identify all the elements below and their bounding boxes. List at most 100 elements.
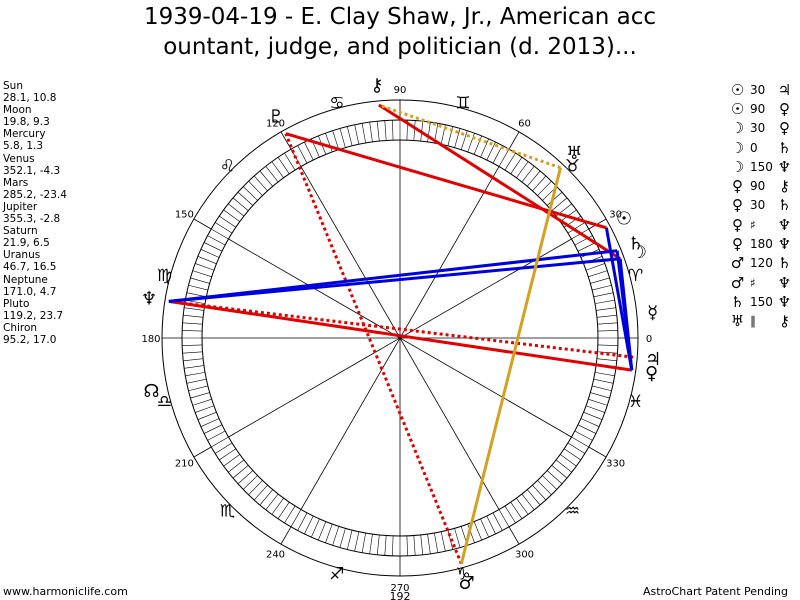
degree-tick: [473, 521, 482, 541]
degree-tick: [585, 405, 605, 413]
degree-tick: [597, 330, 618, 332]
degree-tick: [214, 442, 233, 454]
degree-label-150: 150: [175, 210, 194, 221]
aspect-line-4: [284, 133, 463, 565]
degree-tick: [339, 128, 346, 148]
aspect-planet-1: ♀: [732, 196, 743, 215]
planet-glyph-node: ☊: [144, 381, 160, 402]
degree-tick: [369, 122, 373, 142]
degree-tick: [594, 299, 615, 304]
degree-tick: [297, 512, 308, 531]
degree-tick: [384, 535, 387, 556]
degree-tick: [223, 454, 240, 467]
degree-tick: [596, 314, 617, 318]
degree-tick: [182, 344, 203, 346]
degree-tick: [195, 405, 215, 413]
aspect-row: ☉ 30 ♃: [729, 80, 793, 99]
degree-tick: [182, 351, 203, 354]
degree-tick: [332, 526, 340, 546]
aspect-planet-1: ☽: [730, 119, 745, 138]
degree-tick: [420, 534, 424, 555]
sign-divider: [193, 218, 212, 230]
degree-tick: [571, 228, 589, 240]
sign-glyph-6: ♎: [157, 392, 172, 412]
degree-tick: [200, 418, 220, 427]
degree-label-30: 30: [609, 210, 622, 221]
degree-tick: [555, 203, 572, 217]
planet-glyph-uranus: ♅: [566, 143, 582, 164]
planet-glyph-jupiter: ♃: [645, 349, 661, 370]
degree-label-180: 180: [141, 334, 160, 345]
degree-tick: [259, 489, 273, 506]
aspect-planet-2: ♆: [777, 292, 792, 311]
degree-tick: [192, 398, 212, 406]
degree-tick: [297, 145, 308, 164]
aspect-line-11: [378, 103, 561, 170]
aspect-row: ♅ ∥ ⚷: [729, 312, 793, 331]
aspect-line-8: [168, 249, 618, 303]
degree-tick: [585, 263, 605, 271]
degree-tick: [546, 191, 563, 206]
planet-mercury-coords: 5.8, 1.3: [3, 140, 44, 153]
degree-tick: [211, 436, 229, 448]
aspect-planet-1: ☽: [730, 157, 745, 176]
degree-tick: [498, 149, 510, 167]
house-spoke: [228, 238, 572, 438]
degree-tick: [413, 535, 416, 556]
degree-tick: [318, 521, 327, 541]
sign-divider: [588, 446, 607, 458]
degree-label-240: 240: [266, 550, 285, 561]
degree-tick: [354, 124, 360, 145]
aspect-planet-2: ♀: [779, 119, 790, 138]
degree-tick: [354, 531, 360, 552]
sign-glyph-5: ♍: [157, 266, 172, 286]
aspect-angle: 150: [750, 294, 773, 309]
degree-tick: [203, 242, 223, 252]
degree-tick: [304, 141, 314, 161]
aspect-angle: 0: [750, 140, 758, 155]
sign-glyph-0: ♈: [628, 266, 643, 286]
degree-tick: [563, 215, 581, 228]
degree-tick: [253, 484, 268, 501]
degree-tick: [560, 454, 577, 467]
degree-tick: [434, 532, 439, 553]
degree-tick: [532, 484, 547, 501]
aspect-planet-1: ♀: [732, 215, 743, 234]
planet-glyph-mercury: ☿: [647, 302, 658, 323]
aspect-planet-1: ☉: [730, 80, 745, 99]
degree-tick: [427, 122, 431, 142]
degree-label-210: 210: [175, 459, 194, 470]
aspect-angle: 90: [750, 179, 766, 194]
degree-tick: [271, 498, 284, 515]
degree-tick: [284, 505, 296, 524]
degree-tick: [597, 351, 618, 354]
sign-glyph-7: ♏: [220, 502, 235, 522]
degree-tick: [521, 493, 535, 510]
aspect-row: ♀ 180 ♆: [729, 234, 793, 253]
aspect-line-3: [168, 299, 634, 359]
aspect-planet-2: ♆: [777, 215, 792, 234]
aspect-planet-1: ♅: [730, 312, 745, 331]
degree-tick: [588, 270, 608, 278]
degree-tick: [413, 120, 416, 141]
aspect-line-5: [604, 227, 634, 371]
planet-chiron-coords: 95.2, 17.0: [3, 333, 57, 346]
aspect-angle: ♯: [750, 217, 756, 232]
degree-tick: [592, 385, 612, 392]
degree-tick: [361, 123, 366, 144]
footer-website[interactable]: www.harmoniclife.com: [3, 585, 128, 598]
degree-tick: [596, 365, 616, 369]
aspect-row: ☽ 30 ♀: [729, 119, 793, 138]
degree-tick: [406, 535, 408, 556]
sign-glyph-11: ♓: [628, 392, 643, 412]
degree-tick: [259, 170, 273, 187]
degree-tick: [183, 358, 204, 362]
degree-tick: [184, 365, 204, 369]
degree-label-120: 120: [266, 118, 285, 129]
degree-tick: [504, 152, 516, 171]
sign-glyph-8: ♐: [329, 565, 344, 585]
degree-tick: [420, 121, 424, 142]
degree-tick: [560, 209, 577, 222]
band-outer-circle: [181, 119, 619, 557]
footer-patent: AstroChart Patent Pending: [642, 585, 788, 598]
